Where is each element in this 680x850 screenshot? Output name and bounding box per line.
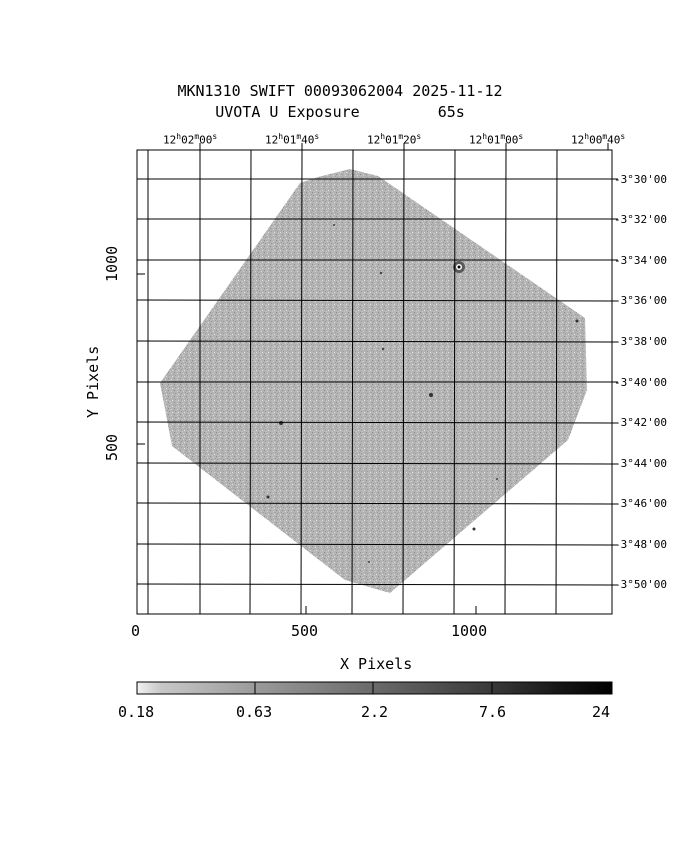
colorbar-tick-label: 2.2 [361, 703, 389, 721]
dec-tick-label: -3°46'00 [614, 497, 667, 510]
x-tick-label: 1000 [451, 622, 488, 640]
point-source [379, 271, 383, 275]
plot-subtitle: UVOTA U Exposure 65s [0, 103, 680, 121]
ra-tick-label: 12h01m20s [367, 132, 422, 147]
dec-tick-label: -3°50'00 [614, 578, 667, 591]
dec-tick-label: -3°34'00 [614, 254, 667, 267]
colorbar-tick-label: 0.18 [118, 703, 155, 721]
point-source [381, 347, 385, 351]
x-tick-label: 500 [291, 622, 319, 640]
ra-tick-label: 12h01m00s [469, 132, 524, 147]
exposure-footprint [160, 169, 587, 593]
x-axis-label: X Pixels [340, 655, 413, 673]
ra-tick-label: 12h00m40s [571, 132, 626, 147]
dec-tick-label: -3°38'00 [614, 335, 667, 348]
point-source [333, 224, 335, 226]
dec-tick-label: -3°44'00 [614, 457, 667, 470]
dec-tick-label: -3°40'00 [614, 376, 667, 389]
point-source [266, 495, 270, 499]
point-source [496, 478, 498, 480]
dec-tick-label: -3°36'00 [614, 294, 667, 307]
ra-tick-label: 12h02m00s [163, 132, 218, 147]
point-source [429, 393, 433, 397]
exposure-time: 65s [437, 103, 465, 121]
dec-tick-label: -3°30'00 [614, 173, 667, 186]
point-source [575, 319, 579, 323]
ra-tick-label: 12h01m40s [265, 132, 320, 147]
point-source [368, 561, 370, 563]
x-tick-label: 0 [131, 622, 141, 640]
colorbar-tick-label: 7.6 [479, 703, 507, 721]
dec-tick-label: -3°32'00 [614, 213, 667, 226]
point-source [472, 527, 476, 531]
coordinate-grid [137, 150, 612, 614]
colorbar-tick-label: 0.63 [236, 703, 273, 721]
plot-title: MKN1310 SWIFT 00093062004 2025-11-12 [177, 82, 503, 100]
dec-tick-label: -3°42'00 [614, 416, 667, 429]
point-source [279, 421, 283, 425]
colorbar-tick-label: 24 [592, 703, 611, 721]
colorbar [136, 681, 613, 695]
dec-tick-label: -3°48'00 [614, 538, 667, 551]
exposure-label: UVOTA U Exposure [215, 103, 360, 121]
